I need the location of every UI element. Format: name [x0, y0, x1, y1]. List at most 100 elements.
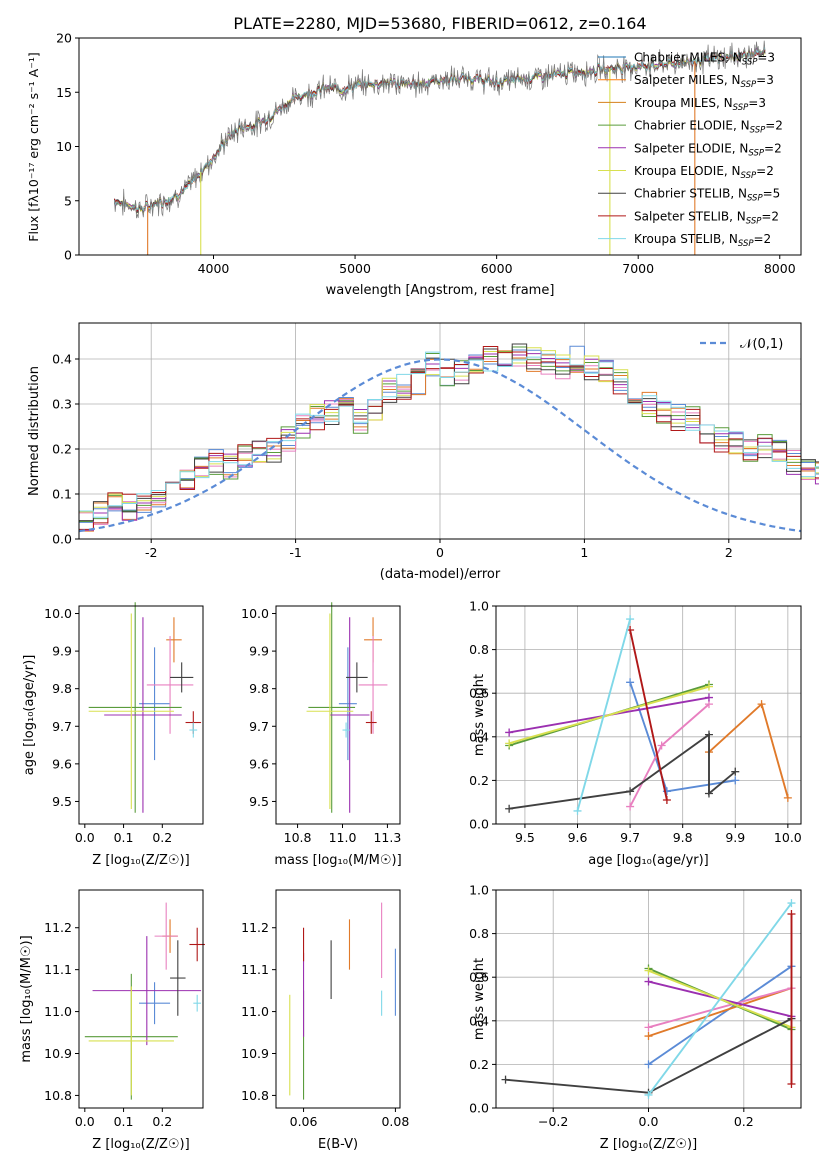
y-tick-label: 0.0	[52, 532, 72, 547]
weight-line	[648, 987, 792, 1029]
y-tick-label: 0.2	[469, 773, 489, 788]
subplot-y-label: mass weight	[472, 958, 487, 1040]
residual-histogram	[79, 345, 819, 523]
x-tick-label: 4000	[198, 261, 230, 276]
subplot-plot-area	[496, 605, 801, 825]
x-tick-label: 0	[436, 545, 444, 560]
subplot-1: 0.0 0.1 0.2 9.5 9.6 9.7 9.8 9.9 10.0 Z [log₁₀(Z/Z…	[22, 602, 204, 868]
subplot-axes-frame	[275, 889, 401, 1109]
weight-marker	[787, 899, 796, 908]
subplot-plot-area	[88, 602, 202, 813]
x-tick-label: 11.3	[373, 830, 401, 845]
weight-line	[576, 618, 632, 812]
subplot-x-label: Z [log₁₀(Z/Z☉)]	[92, 1137, 189, 1152]
weight-marker	[505, 804, 514, 813]
weight-marker	[704, 730, 713, 739]
weight-marker	[626, 787, 635, 796]
weight-marker	[704, 682, 713, 691]
y-tick-label: 9.8	[249, 681, 269, 696]
subplot-2: 10.8 11.0 11.3 9.5 9.6 9.7 9.8 9.9 10.0 mass [log…	[241, 602, 402, 868]
x-tick-label: 0.1	[114, 830, 134, 845]
y-tick-label: 10.8	[241, 1088, 269, 1103]
y-tick-label: 11.0	[241, 1004, 269, 1019]
subplot-axes-frame	[495, 605, 802, 825]
subplot-y-label: age [log₁₀(age/yr)]	[22, 655, 37, 776]
x-tick-label: 9.9	[725, 830, 745, 845]
spectrum-ticks: 4000 5000 6000 7000 8000 0 5 10 15 20	[56, 31, 796, 277]
y-tick-label: 11.1	[44, 962, 72, 977]
weight-marker	[626, 802, 635, 811]
subplot-x-label: Z [log₁₀(Z/Z☉)]	[92, 853, 189, 868]
x-tick-label: 0.06	[290, 1114, 318, 1129]
weight-marker	[505, 739, 514, 748]
y-tick-label: 11.2	[241, 920, 269, 935]
y-tick-label: 0.6	[469, 686, 489, 701]
weight-line	[647, 965, 793, 1066]
subplot-axes-frame	[78, 889, 204, 1109]
y-tick-label: 10.0	[241, 606, 269, 621]
residual-histogram	[79, 355, 819, 525]
y-tick-label: 0	[64, 248, 72, 263]
x-tick-label: 0.0	[639, 1114, 659, 1129]
weight-marker	[662, 796, 671, 805]
x-tick-label: 0.2	[152, 1114, 172, 1129]
subplot-plot-area	[306, 602, 388, 813]
subplot-x-label: Z [log₁₀(Z/Z☉)]	[600, 1137, 697, 1152]
subplot-axes-frame	[495, 889, 802, 1109]
y-tick-label: 9.8	[52, 681, 72, 696]
weight-line	[508, 685, 710, 745]
subplot-y-label: mass weight	[472, 674, 487, 756]
legend-label: Chabrier MILES, NSSP=3	[634, 51, 775, 68]
residual-x-label: (data-model)/error	[380, 567, 501, 582]
x-tick-label: 9.6	[568, 830, 588, 845]
weight-marker	[783, 793, 792, 802]
weight-marker	[731, 776, 740, 785]
x-tick-label: -2	[145, 545, 157, 560]
y-tick-label: 11.0	[44, 1004, 72, 1019]
x-tick-label: 0.2	[152, 830, 172, 845]
weight-marker	[657, 741, 666, 750]
subplot-x-label: E(B-V)	[318, 1137, 358, 1152]
y-tick-label: 9.7	[52, 719, 72, 734]
y-tick-label: 20	[56, 31, 72, 46]
subplot-plot-area	[84, 902, 205, 1100]
spectrum-legend: Chabrier MILES, NSSP=3 Salpeter MILES, NS…	[598, 51, 783, 249]
legend-label: Salpeter STELIB, NSSP=2	[634, 209, 779, 226]
y-tick-label: 9.7	[249, 719, 269, 734]
residual-plot-area	[78, 323, 819, 540]
spectrum-y-label: Flux [fλ10⁻¹⁷ erg cm⁻² s⁻¹ A⁻¹]	[26, 52, 41, 241]
legend-label: Chabrier ELODIE, NSSP=2	[634, 119, 783, 136]
weight-marker	[644, 1023, 653, 1032]
legend-label: Salpeter MILES, NSSP=3	[634, 73, 774, 90]
y-tick-label: 11.2	[44, 920, 72, 935]
residual-histogram	[79, 346, 819, 523]
y-tick-label: 10.0	[44, 606, 72, 621]
weight-line	[629, 629, 668, 801]
y-tick-label: 10.9	[241, 1046, 269, 1061]
x-tick-label: 10.0	[774, 830, 802, 845]
weight-marker	[731, 767, 740, 776]
x-tick-label: -1	[289, 545, 301, 560]
spectrum-data-line	[114, 40, 766, 219]
weight-line	[648, 987, 792, 1038]
x-tick-label: 0.0	[75, 830, 95, 845]
residual-ticks: -2 -1 0 1 2 0.0 0.1 0.2 0.3 0.4	[52, 352, 733, 561]
weight-marker	[644, 1060, 653, 1069]
weight-marker	[644, 1032, 653, 1041]
x-tick-label: 8000	[764, 261, 796, 276]
spectrum-panel: PLATE=2280, MJD=53680, FIBERID=0612, z=0…	[26, 14, 802, 298]
legend-label: Kroupa MILES, NSSP=3	[634, 96, 766, 113]
y-tick-label: 9.6	[52, 756, 72, 771]
y-tick-label: 9.9	[249, 644, 269, 659]
y-tick-label: 9.5	[52, 794, 72, 809]
y-tick-label: 10.9	[44, 1046, 72, 1061]
y-tick-label: 0.4	[469, 1013, 489, 1028]
x-tick-label: 0.2	[734, 1114, 754, 1129]
legend-label: Salpeter ELODIE, NSSP=2	[634, 141, 782, 158]
y-tick-label: 0.8	[469, 642, 489, 657]
y-tick-label: 0.2	[52, 442, 72, 457]
weight-marker	[704, 693, 713, 702]
weight-marker	[626, 678, 635, 687]
y-tick-label: 10	[56, 139, 72, 154]
